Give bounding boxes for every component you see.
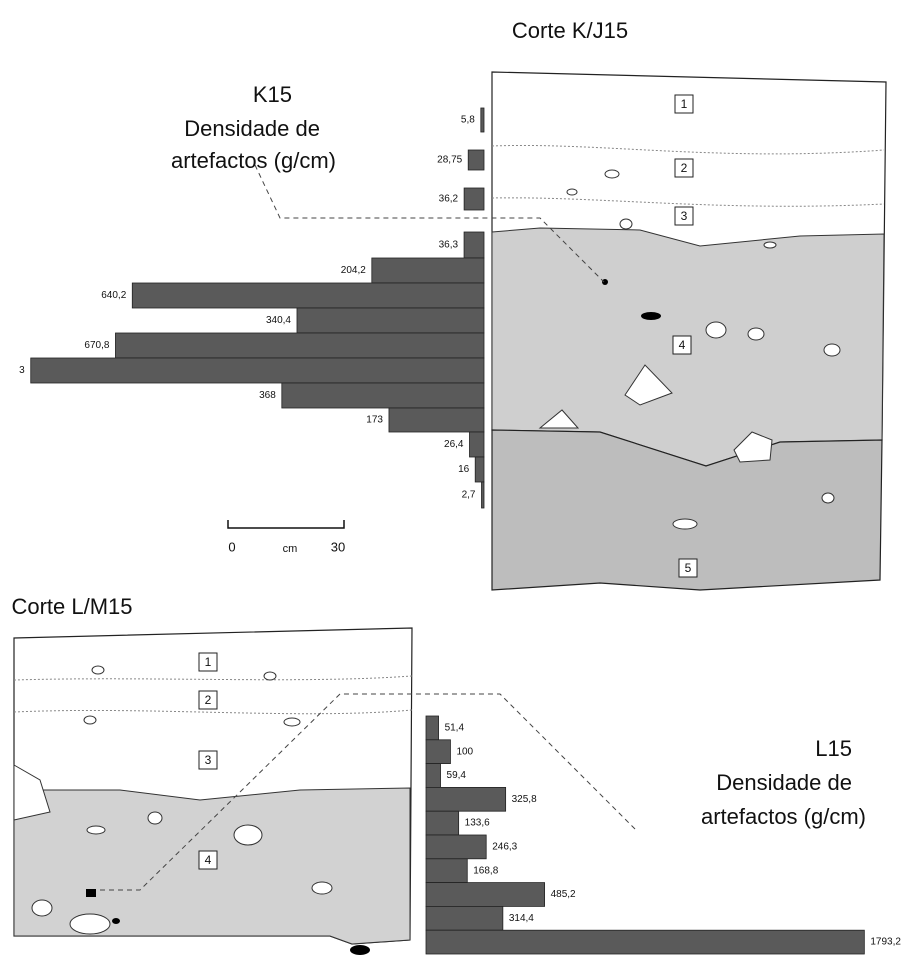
value-label: 51,4 [445, 723, 465, 734]
bar [131, 282, 485, 309]
value-label: 28,75 [437, 155, 462, 166]
bar [371, 257, 485, 284]
chart-subtitle: Densidade de [184, 116, 320, 141]
layer-label: 4 [679, 338, 686, 352]
layer-box [674, 158, 694, 178]
bar [467, 149, 485, 171]
layer-box [198, 652, 218, 672]
value-label: 368 [259, 390, 276, 401]
profile-title: Corte K/J15 [512, 18, 628, 43]
layer-label: 2 [205, 693, 212, 707]
bar [463, 187, 485, 211]
chart-title: L15 [815, 736, 852, 761]
bar [425, 906, 504, 931]
layer-label: 1 [681, 97, 688, 111]
bar [425, 787, 507, 812]
bar [480, 107, 485, 133]
layer-box [198, 750, 218, 770]
layer-label: 5 [685, 561, 692, 575]
bar [425, 739, 451, 764]
chart-title: K15 [253, 82, 292, 107]
scale-label: cm [283, 543, 298, 555]
bar [281, 382, 485, 409]
value-label: 640,2 [101, 290, 126, 301]
bar [30, 357, 485, 384]
layer-box [674, 206, 694, 226]
profile-l-m15 [13, 627, 413, 955]
value-label: 100 [456, 746, 473, 757]
value-label: 173 [366, 415, 383, 426]
value-label: 340,4 [266, 315, 291, 326]
value-label: 3 [19, 365, 25, 376]
bar [388, 407, 485, 433]
value-label: 168,8 [473, 865, 498, 876]
bar [425, 715, 439, 741]
layer-label: 1 [205, 655, 212, 669]
layer-box [678, 558, 698, 578]
chart-subtitle: artefactos (g/cm) [171, 148, 336, 173]
value-label: 246,3 [492, 842, 517, 853]
layer-label: 3 [681, 209, 688, 223]
bar [425, 763, 441, 788]
bar [425, 858, 468, 883]
layer-label: 3 [205, 753, 212, 767]
profile-title: Corte L/M15 [11, 594, 132, 619]
bar [469, 431, 485, 458]
chart-subtitle: Densidade de [716, 770, 852, 795]
bar [463, 231, 485, 259]
bar [481, 481, 485, 509]
value-label: 670,8 [84, 340, 109, 351]
leader-line [100, 693, 637, 891]
layer-label: 2 [681, 161, 688, 175]
value-label: 36,2 [439, 194, 459, 205]
scale-label: 30 [331, 539, 345, 554]
value-label: 325,8 [512, 794, 537, 805]
value-label: 204,2 [341, 265, 366, 276]
bar [296, 307, 485, 334]
layer-box [198, 850, 218, 870]
value-label: 2,7 [462, 490, 476, 501]
value-label: 133,6 [465, 818, 490, 829]
bar [425, 929, 865, 955]
layer-box [674, 94, 694, 114]
scale-bar: 0 cm 30 [227, 520, 345, 555]
bar [425, 810, 460, 836]
value-label: 59,4 [447, 770, 467, 781]
value-label: 314,4 [509, 913, 534, 924]
bar [425, 882, 546, 907]
leader-line [254, 164, 605, 283]
profile-k-j15 [491, 71, 887, 591]
layer-box [672, 335, 692, 355]
value-label: 5,8 [461, 115, 475, 126]
value-label: 16 [458, 464, 470, 475]
value-label: 36,3 [439, 240, 459, 251]
value-label: 1793,2 [870, 937, 901, 948]
layer-label: 4 [205, 853, 212, 867]
bar [474, 456, 485, 483]
scale-label: 0 [228, 539, 235, 554]
chart-subtitle: artefactos (g/cm) [701, 804, 866, 829]
bar [425, 834, 487, 860]
value-label: 485,2 [551, 889, 576, 900]
bar [115, 332, 485, 359]
value-label: 26,4 [444, 439, 464, 450]
layer-box [198, 690, 218, 710]
